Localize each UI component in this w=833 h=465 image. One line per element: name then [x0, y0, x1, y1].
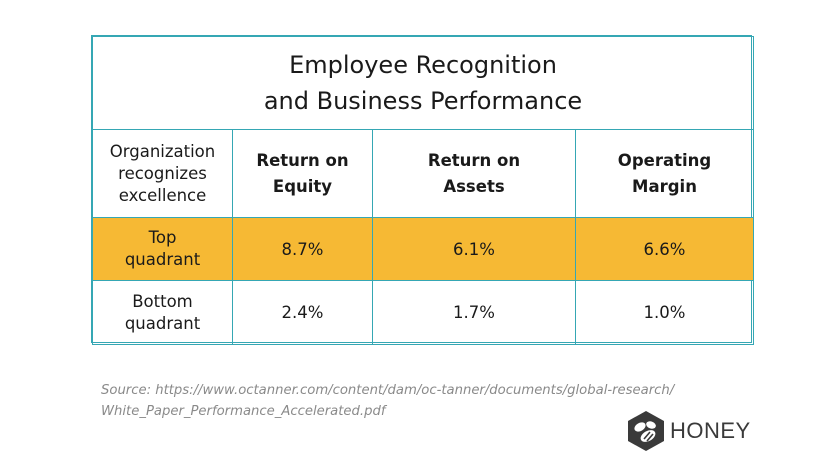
table-title-line-2: and Business Performance [263, 87, 583, 115]
column-header-line: Assets [443, 176, 505, 196]
column-header-line: Equity [272, 176, 333, 196]
column-header-operating-margin: Operating Margin [574, 129, 755, 218]
cell-bottom-return-on-equity: 2.4% [232, 280, 373, 345]
column-header-line: Operating [617, 150, 712, 170]
row-label-line: quadrant [124, 313, 201, 333]
recognition-table: Employee Recognition and Business Perfor… [91, 35, 755, 345]
row-label-line: Top [148, 228, 177, 247]
table-row-bottom-quadrant: Bottom quadrant 2.4% 1.7% 1.0% [92, 280, 755, 345]
cell-bottom-return-on-assets: 1.7% [372, 280, 576, 345]
honey-bee-hexagon-icon [628, 411, 664, 451]
column-header-return-on-assets: Return on Assets [372, 129, 576, 218]
header-row-label-line: Organization [109, 141, 216, 161]
cell-top-operating-margin: 6.6% [574, 217, 755, 281]
column-header-line: Return on [427, 150, 521, 170]
source-line-1: Source: https://www.octanner.com/content… [101, 383, 675, 398]
column-header-line: Return on [256, 150, 349, 170]
source-line-2: White_Paper_Performance_Accelerated.pdf [101, 404, 386, 419]
header-row: Organization recognizes excellence Retur… [92, 129, 755, 218]
source-citation: Source: https://www.octanner.com/content… [101, 380, 741, 422]
title-row: Employee Recognition and Business Perfor… [91, 36, 755, 130]
cell-bottom-operating-margin: 1.0% [574, 280, 755, 345]
table: Employee Recognition and Business Perfor… [91, 36, 755, 345]
header-row-label-line: recognizes [118, 163, 207, 183]
column-header-return-on-equity: Return on Equity [232, 129, 373, 218]
row-label-top-quadrant: Top quadrant [92, 217, 233, 281]
column-header-line: Margin [632, 176, 697, 196]
table-row-top-quadrant: Top quadrant 8.7% 6.1% 6.6% [92, 217, 755, 281]
table-title: Employee Recognition and Business Perfor… [91, 36, 755, 130]
cell-top-return-on-assets: 6.1% [372, 217, 576, 281]
table-title-line-1: Employee Recognition [289, 51, 557, 79]
row-label-line: quadrant [124, 250, 201, 269]
honey-logo: HONEY [626, 410, 751, 452]
header-row-label: Organization recognizes excellence [92, 129, 233, 218]
cell-top-return-on-equity: 8.7% [232, 217, 373, 281]
row-label-bottom-quadrant: Bottom quadrant [92, 280, 233, 345]
logo-text: HONEY [670, 418, 751, 443]
header-row-label-line: excellence [118, 185, 207, 205]
row-label-line: Bottom [132, 291, 193, 311]
